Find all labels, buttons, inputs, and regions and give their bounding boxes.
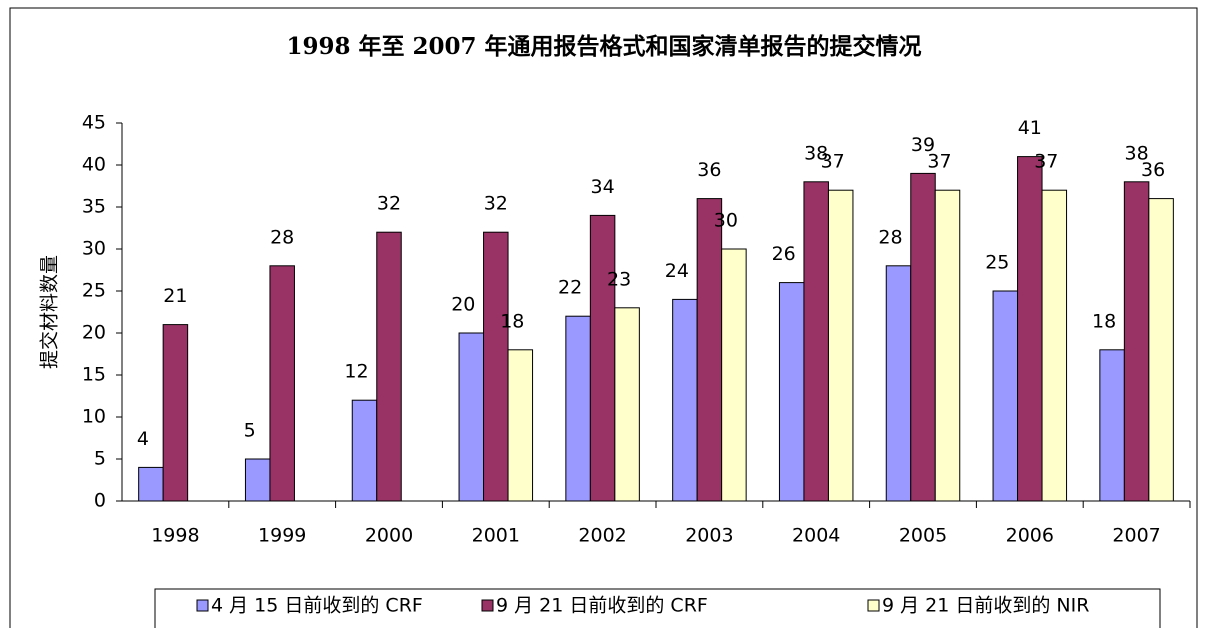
bar — [565, 315, 591, 502]
bar — [1148, 198, 1174, 502]
bar — [614, 307, 640, 502]
y-axis-label: 提交材料数量 — [39, 255, 61, 369]
y-tick-label: 10 — [82, 406, 106, 428]
y-tick-label: 45 — [82, 112, 106, 134]
data-label: 37 — [927, 151, 951, 173]
data-label: 26 — [772, 243, 796, 265]
y-tick-label: 35 — [82, 196, 106, 218]
legend-label: 9 月 21 日前收到的 NIR — [882, 595, 1089, 617]
data-label: 5 — [244, 420, 256, 442]
frame — [9, 7, 1198, 628]
bar — [721, 248, 747, 502]
bar — [827, 189, 854, 502]
data-label: 23 — [607, 268, 631, 290]
data-label: 22 — [558, 277, 582, 299]
data-label: 12 — [344, 361, 368, 383]
data-label: 38 — [804, 142, 828, 164]
data-label: 30 — [714, 210, 738, 232]
x-tick-label: 2003 — [685, 525, 733, 547]
data-label: 4 — [137, 428, 149, 450]
bar — [672, 298, 698, 502]
y-tick-label: 5 — [94, 448, 106, 470]
legend-swatch — [481, 599, 494, 612]
data-label: 28 — [878, 226, 902, 248]
bar — [934, 189, 961, 502]
x-tick-label: 1999 — [258, 525, 306, 547]
bar — [269, 265, 295, 502]
bar — [778, 282, 805, 502]
y-tick-label: 40 — [82, 154, 106, 176]
data-label: 41 — [1018, 117, 1042, 139]
x-tick-label: 2005 — [899, 525, 947, 547]
bar — [483, 231, 509, 502]
bar — [1123, 181, 1150, 502]
legend-label: 9 月 21 日前收到的 CRF — [496, 595, 708, 617]
bar — [1099, 349, 1125, 502]
data-label: 34 — [591, 176, 615, 198]
bar — [507, 349, 534, 502]
chart-title: 1998 年至 2007 年通用报告格式和国家清单报告的提交情况 — [286, 33, 921, 60]
data-label: 39 — [911, 134, 935, 156]
bar — [351, 399, 378, 502]
data-label: 18 — [1092, 310, 1116, 332]
legend-label: 4 月 15 日前收到的 CRF — [211, 595, 423, 617]
bar — [244, 458, 271, 502]
bar — [1017, 156, 1043, 502]
bar — [885, 265, 912, 502]
y-tick-label: 0 — [94, 490, 106, 512]
data-label: 20 — [451, 294, 475, 316]
x-tick-label: 2007 — [1112, 525, 1160, 547]
data-label: 28 — [270, 226, 294, 248]
x-tick-label: 2002 — [578, 525, 626, 547]
bar — [138, 466, 164, 502]
data-label: 38 — [1125, 142, 1149, 164]
x-tick-label: 2004 — [792, 525, 840, 547]
bar — [1041, 189, 1068, 502]
data-label: 36 — [697, 159, 721, 181]
bar — [376, 231, 402, 502]
data-label: 18 — [500, 310, 524, 332]
data-label: 32 — [377, 193, 401, 215]
x-tick-label: 1998 — [151, 525, 199, 547]
bar — [696, 198, 723, 502]
bar — [458, 332, 485, 502]
bar — [992, 290, 1019, 502]
legend-swatch — [196, 599, 209, 612]
legend-swatch — [867, 599, 880, 612]
bar — [589, 214, 616, 502]
data-label: 37 — [1034, 151, 1058, 173]
bar — [162, 324, 189, 502]
legend-box — [154, 588, 1161, 628]
x-tick-label: 2006 — [1006, 525, 1054, 547]
x-tick-label: 2001 — [472, 525, 520, 547]
data-label: 37 — [821, 151, 845, 173]
y-tick-label: 20 — [82, 322, 106, 344]
data-label: 21 — [163, 285, 187, 307]
bar — [910, 172, 936, 502]
y-tick-label: 30 — [82, 238, 106, 260]
bar — [803, 181, 829, 502]
y-tick-label: 25 — [82, 280, 106, 302]
data-label: 32 — [484, 193, 508, 215]
data-label: 25 — [985, 252, 1009, 274]
y-tick-label: 15 — [82, 364, 106, 386]
data-label: 24 — [665, 260, 689, 282]
data-label: 36 — [1141, 159, 1165, 181]
x-tick-label: 2000 — [365, 525, 413, 547]
